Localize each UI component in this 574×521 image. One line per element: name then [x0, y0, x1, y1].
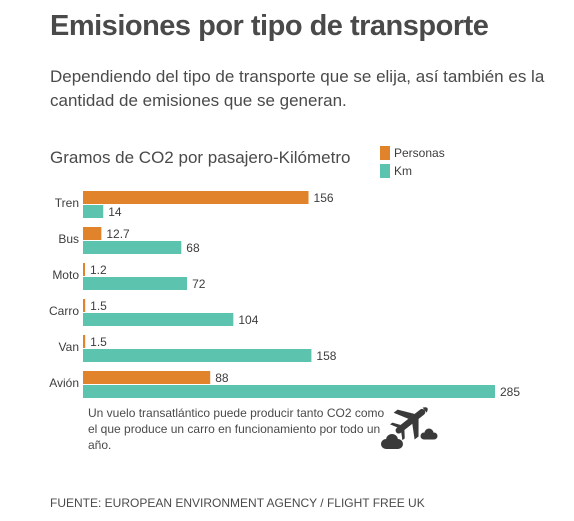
bar-km-moto — [83, 277, 188, 290]
bar-personas-tren — [83, 191, 309, 204]
bar-km-van — [83, 349, 312, 362]
bar-km-bus — [83, 241, 182, 254]
airplane-icon — [378, 402, 440, 457]
chart-note: Un vuelo transatlántico puede producir t… — [88, 406, 385, 452]
bar-personas-van — [83, 335, 86, 348]
bar-km-avion — [83, 385, 495, 398]
chart-legend: Personas Km — [380, 144, 445, 180]
data-label-km-carro: 104 — [238, 313, 258, 327]
category-label-van: Van — [59, 340, 79, 354]
data-label-km-moto: 72 — [192, 277, 206, 291]
data-label-personas-van: 1.5 — [90, 335, 107, 349]
bar-km-carro — [83, 313, 234, 326]
category-label-avion: Avión — [49, 376, 79, 390]
data-label-km-avion: 285 — [500, 385, 520, 399]
data-label-personas-bus: 12.7 — [106, 227, 130, 241]
legend-item-km: Km — [380, 162, 445, 180]
source-footer: FUENTE: EUROPEAN ENVIRONMENT AGENCY / FL… — [50, 496, 425, 510]
data-label-personas-tren: 156 — [314, 191, 334, 205]
page-title: Emisiones por tipo de transporte — [50, 10, 489, 42]
data-label-km-bus: 68 — [186, 241, 200, 255]
category-label-bus: Bus — [58, 232, 79, 246]
legend-label-personas: Personas — [394, 146, 445, 160]
category-label-tren: Tren — [55, 196, 79, 210]
legend-swatch-km — [380, 164, 390, 178]
bar-personas-bus — [83, 227, 102, 240]
legend-item-personas: Personas — [380, 144, 445, 162]
bar-personas-avion — [83, 371, 211, 384]
data-label-personas-avion: 88 — [215, 371, 229, 385]
bar-personas-moto — [83, 263, 85, 276]
chart-title: Gramos de CO2 por pasajero-Kilómetro — [50, 148, 351, 167]
legend-label-km: Km — [394, 164, 412, 178]
data-label-personas-carro: 1.5 — [90, 299, 107, 313]
category-label-carro: Carro — [49, 304, 79, 318]
page-subtitle: Dependiendo del tipo de transporte que s… — [50, 67, 545, 110]
data-label-km-tren: 14 — [108, 205, 122, 219]
legend-swatch-personas — [380, 146, 390, 160]
bar-km-tren — [83, 205, 104, 218]
data-label-km-van: 158 — [316, 349, 336, 363]
category-label-moto: Moto — [52, 268, 79, 282]
bar-personas-carro — [83, 299, 86, 312]
data-label-personas-moto: 1.2 — [90, 263, 107, 277]
